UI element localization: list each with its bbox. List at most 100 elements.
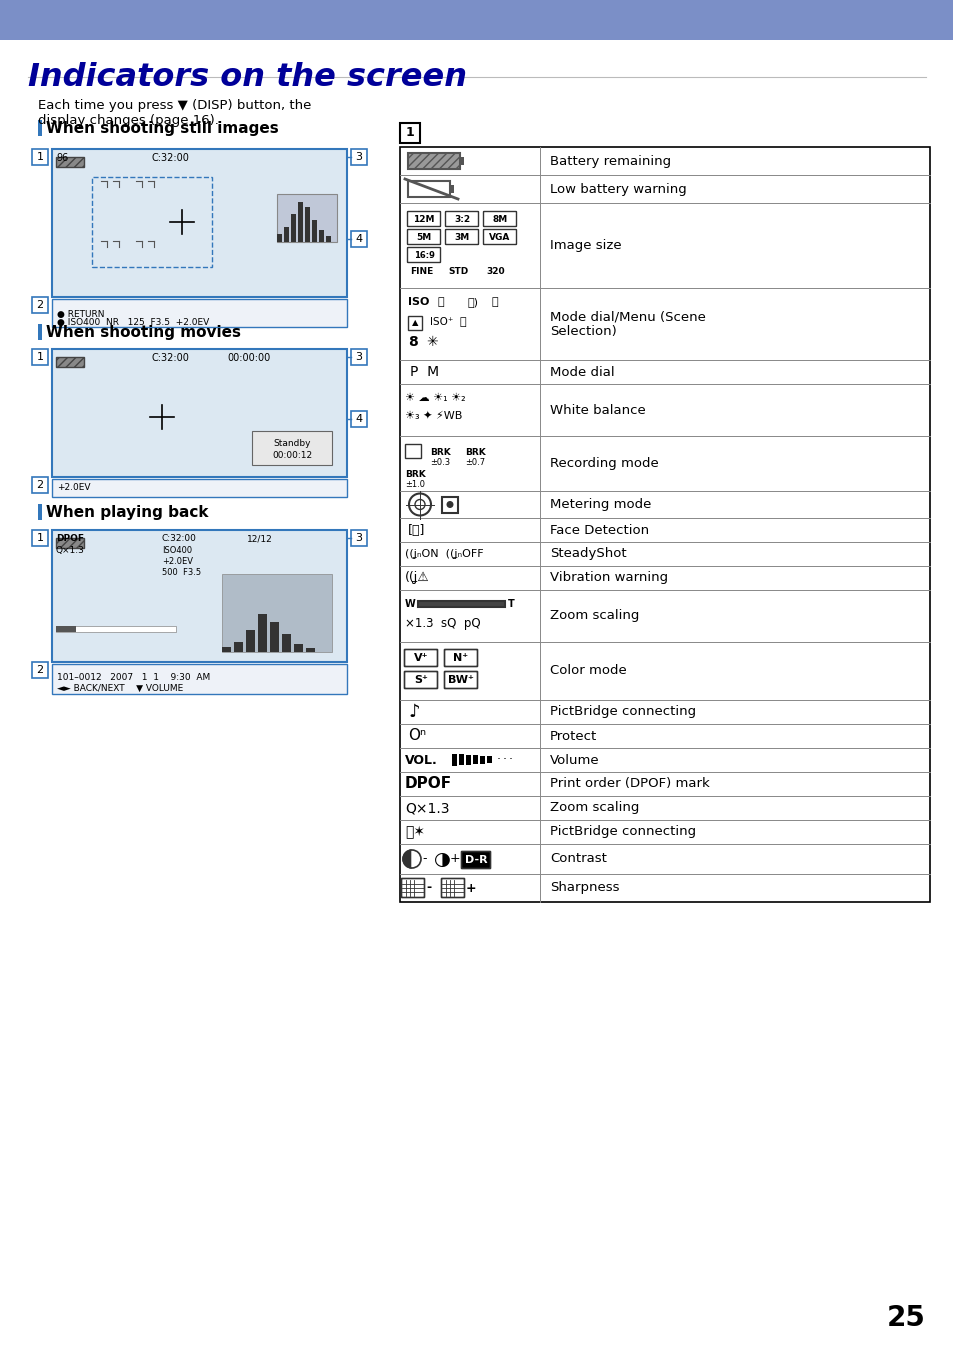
Bar: [52, 149, 347, 297]
Bar: [52, 349, 347, 478]
Bar: [32, 297, 48, 313]
Bar: [473, 754, 477, 764]
Bar: [282, 634, 291, 651]
Bar: [233, 642, 243, 651]
Text: 500  F3.5: 500 F3.5: [162, 569, 201, 577]
Polygon shape: [402, 849, 412, 868]
Bar: [408, 316, 421, 330]
Bar: [417, 601, 504, 607]
Text: DPOF: DPOF: [56, 535, 84, 543]
Text: BW⁺: BW⁺: [448, 674, 474, 685]
Bar: [408, 180, 450, 197]
Text: 5M: 5M: [416, 232, 431, 242]
Text: ☀ ☁ ☀₁ ☀₂: ☀ ☁ ☀₁ ☀₂: [405, 394, 465, 403]
Bar: [257, 613, 267, 651]
Bar: [351, 411, 367, 427]
Text: T: T: [507, 598, 515, 609]
FancyBboxPatch shape: [441, 878, 464, 897]
Text: ISO⁺: ISO⁺: [430, 318, 453, 327]
Bar: [452, 754, 456, 765]
Bar: [297, 202, 303, 242]
Bar: [479, 756, 484, 764]
Text: Low battery warning: Low battery warning: [550, 182, 686, 195]
Text: Each time you press ▼ (DISP) button, the
display changes (page 16).: Each time you press ▼ (DISP) button, the…: [38, 99, 311, 128]
Bar: [276, 233, 282, 242]
Bar: [459, 157, 463, 166]
Text: 16:9: 16:9: [414, 251, 434, 259]
Text: Oⁿ: Oⁿ: [408, 729, 426, 744]
Bar: [56, 626, 175, 632]
Text: Volume: Volume: [550, 753, 599, 767]
FancyBboxPatch shape: [445, 229, 478, 244]
Bar: [56, 157, 84, 167]
Text: ±1.0: ±1.0: [405, 480, 424, 489]
Text: -: -: [426, 882, 431, 894]
Bar: [270, 622, 278, 651]
Text: Metering mode: Metering mode: [550, 498, 651, 512]
Text: C:32:00: C:32:00: [152, 353, 190, 364]
Text: 2: 2: [36, 665, 44, 674]
Text: [👤]: [👤]: [408, 524, 425, 536]
Bar: [399, 123, 419, 142]
Text: +: +: [450, 852, 460, 866]
Text: 1: 1: [405, 126, 414, 140]
Bar: [351, 349, 367, 365]
Bar: [52, 299, 347, 327]
Text: 101–0012   2007   1  1    9:30  AM: 101–0012 2007 1 1 9:30 AM: [57, 673, 210, 683]
FancyBboxPatch shape: [444, 650, 477, 666]
Text: Sharpness: Sharpness: [550, 882, 618, 894]
Text: 4: 4: [355, 414, 362, 423]
Text: PictBridge connecting: PictBridge connecting: [550, 825, 696, 839]
Text: FINE: FINE: [410, 267, 433, 277]
FancyBboxPatch shape: [461, 851, 490, 868]
FancyBboxPatch shape: [444, 672, 477, 688]
Text: N⁺: N⁺: [453, 653, 468, 664]
Bar: [458, 754, 463, 765]
Bar: [399, 147, 929, 902]
Text: BRK: BRK: [430, 448, 450, 457]
Text: PictBridge connecting: PictBridge connecting: [550, 706, 696, 718]
Text: Print order (DPOF) mark: Print order (DPOF) mark: [550, 778, 709, 791]
FancyBboxPatch shape: [407, 229, 440, 244]
Bar: [284, 227, 289, 242]
Text: ·: ·: [509, 753, 513, 767]
Text: ((ʝₙON  ((ʝₙOFF: ((ʝₙON ((ʝₙOFF: [405, 550, 483, 559]
Text: When shooting movies: When shooting movies: [46, 324, 241, 339]
Text: C:32:00: C:32:00: [152, 153, 190, 163]
Text: Face Detection: Face Detection: [550, 524, 648, 536]
Bar: [405, 444, 420, 459]
Bar: [52, 531, 347, 662]
Bar: [252, 432, 332, 465]
Text: 🌴: 🌴: [459, 318, 466, 327]
Bar: [91, 176, 212, 267]
Text: ×1.3  sQ  pQ: ×1.3 sQ pQ: [405, 617, 480, 631]
Bar: [486, 756, 492, 763]
Text: ◄► BACK/NEXT    ▼ VOLUME: ◄► BACK/NEXT ▼ VOLUME: [57, 684, 183, 692]
Text: 12/12: 12/12: [247, 535, 273, 543]
Text: When shooting still images: When shooting still images: [46, 121, 278, 136]
Text: Vibration warning: Vibration warning: [550, 571, 667, 585]
Text: 🌙: 🌙: [492, 297, 498, 307]
Bar: [408, 153, 459, 170]
FancyBboxPatch shape: [483, 212, 516, 227]
Text: ✳: ✳: [426, 335, 437, 349]
Text: S⁺: S⁺: [414, 674, 428, 685]
Text: DPOF: DPOF: [405, 776, 452, 791]
Bar: [56, 537, 84, 548]
Bar: [351, 149, 367, 166]
Bar: [306, 649, 314, 651]
Text: ☀₃ ✦ ⚡WB: ☀₃ ✦ ⚡WB: [405, 411, 462, 421]
Text: C:32:00: C:32:00: [162, 535, 196, 543]
Text: Zoom scaling: Zoom scaling: [550, 802, 639, 814]
Bar: [52, 479, 347, 497]
Bar: [32, 531, 48, 546]
Text: 3: 3: [355, 533, 362, 543]
Text: 3: 3: [355, 152, 362, 161]
Bar: [32, 149, 48, 166]
Text: 4: 4: [355, 233, 362, 244]
Circle shape: [402, 849, 420, 868]
FancyBboxPatch shape: [401, 878, 424, 897]
Text: Standby: Standby: [273, 438, 311, 448]
Text: Contrast: Contrast: [550, 852, 606, 866]
Bar: [291, 214, 295, 242]
